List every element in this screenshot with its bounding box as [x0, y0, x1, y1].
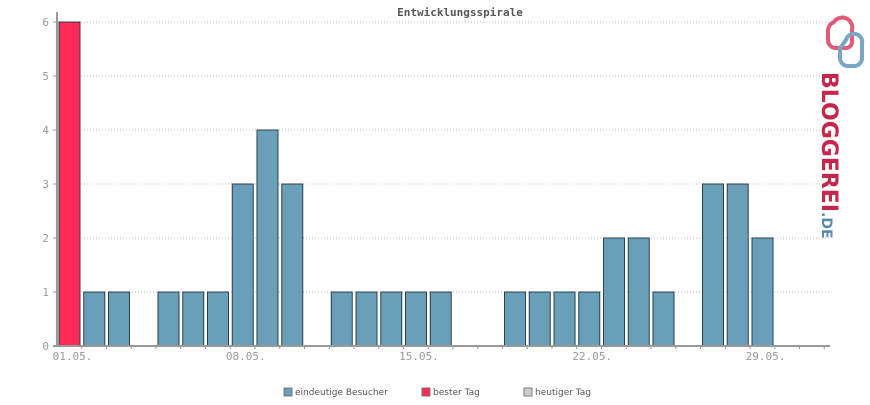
legend-label: bester Tag — [433, 388, 480, 398]
y-tick-label: 6 — [42, 16, 49, 29]
bar-best-day — [58, 21, 81, 347]
logo-text: BLOGGEREI.DE — [816, 72, 841, 239]
bar — [281, 183, 304, 347]
bar — [108, 291, 130, 347]
bar — [702, 183, 724, 347]
y-tick-labels: 0 1 2 3 4 5 6 — [42, 16, 49, 353]
legend-swatch — [523, 387, 533, 397]
y-tick-label: 1 — [42, 286, 49, 299]
bar — [380, 291, 403, 347]
legend-label: heutiger Tag — [535, 388, 591, 398]
bar — [751, 237, 774, 347]
bar — [405, 291, 427, 347]
bar — [504, 291, 526, 347]
y-tick-label: 2 — [42, 232, 49, 245]
legend: eindeutige Besucher bester Tag heutiger Ta… — [283, 387, 591, 398]
y-tick-label: 0 — [42, 340, 49, 353]
x-tick-label: 22.05. — [572, 350, 612, 363]
bar — [207, 291, 229, 347]
bar — [528, 291, 551, 347]
bar — [330, 291, 353, 347]
bar — [182, 291, 205, 347]
bar — [429, 291, 452, 347]
x-tick-label: 08.05. — [226, 350, 266, 363]
x-tick-label: 01.05. — [53, 350, 93, 363]
axes — [53, 12, 830, 349]
y-tick-label: 4 — [42, 124, 49, 137]
bar — [83, 291, 106, 347]
bars — [58, 21, 774, 347]
y-tick-label: 3 — [42, 178, 49, 191]
x-tick-label: 29.05. — [746, 350, 786, 363]
x-tick-labels: 01.05. 08.05. 15.05. 22.05. 29.05. — [53, 350, 786, 363]
bar — [603, 237, 625, 347]
logo-mark-icon — [826, 15, 865, 68]
y-tick-label: 5 — [42, 70, 49, 83]
legend-swatch — [283, 387, 293, 397]
legend-label: eindeutige Besucher — [295, 388, 388, 398]
bar — [256, 129, 279, 347]
bar — [355, 291, 378, 347]
legend-swatch — [421, 387, 431, 397]
bar — [157, 291, 180, 347]
chart-title: Entwicklungsspirale — [397, 6, 523, 19]
bar — [553, 291, 576, 347]
bar — [578, 291, 601, 347]
bar — [726, 183, 749, 347]
bar — [652, 291, 675, 347]
bar — [231, 183, 254, 347]
bloggerei-logo: BLOGGEREI.DE — [816, 15, 865, 239]
bar — [627, 237, 650, 347]
x-tick-label: 15.05. — [399, 350, 439, 363]
